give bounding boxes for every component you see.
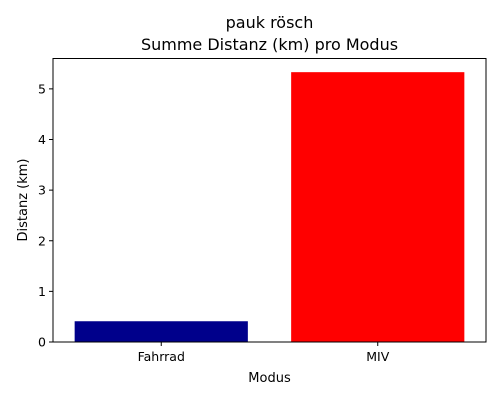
x-axis-label: Modus [248, 371, 291, 386]
bar-miv [291, 72, 465, 342]
y-tick-label-5: 5 [38, 81, 46, 96]
bar-fahrrad [74, 321, 248, 342]
y-tick-label-2: 2 [38, 233, 46, 248]
chart-title-line2: Summe Distanz (km) pro Modus [141, 35, 398, 54]
y-axis: 0 1 2 3 4 5 [38, 81, 53, 350]
y-axis-label: Distanz (km) [16, 159, 31, 242]
y-tick-label-4: 4 [38, 132, 46, 147]
y-tick-label-0: 0 [38, 335, 46, 350]
x-axis: Fahrrad MIV [138, 342, 390, 364]
y-tick-label-1: 1 [38, 284, 46, 299]
y-tick-label-3: 3 [38, 183, 46, 198]
bars-group [74, 72, 465, 342]
chart-title-line1: pauk rösch [226, 13, 314, 32]
x-tick-label-miv: MIV [366, 349, 389, 364]
plot-frame [52, 58, 487, 343]
x-tick-label-fahrrad: Fahrrad [138, 349, 185, 364]
